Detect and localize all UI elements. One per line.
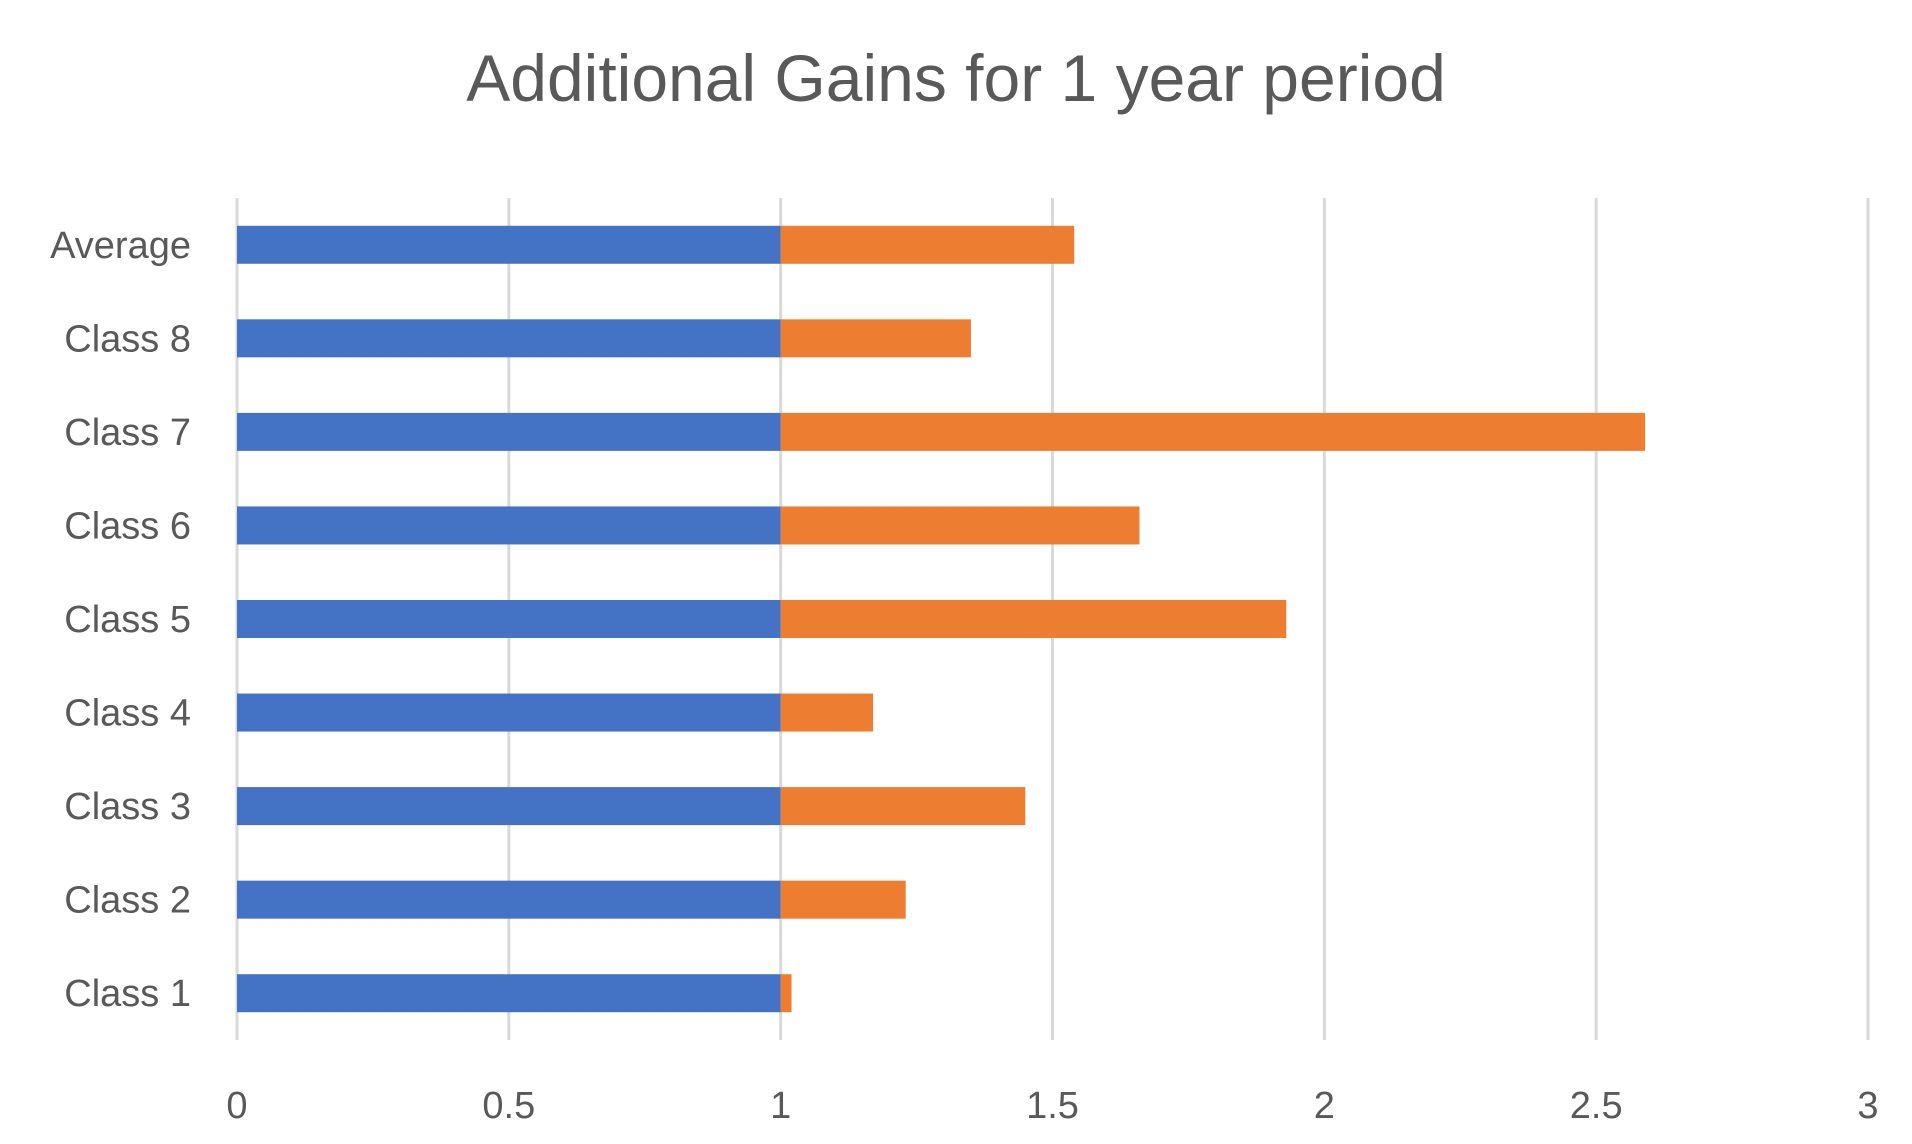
bar-series-2-class-6 [780,506,1140,545]
x-tick-label: 2.5 [1570,1085,1623,1127]
bar-series-2-average [780,225,1075,264]
chart-title: Additional Gains for 1 year period [466,41,1446,115]
bar-series-2-class-3 [780,787,1026,826]
x-tick-label: 2 [1314,1085,1335,1127]
category-label: Class 7 [64,412,191,454]
category-label: Average [50,225,191,267]
bar-series-1-class-3 [237,787,781,826]
x-tick-label: 0.5 [482,1085,535,1127]
category-label: Class 2 [64,880,191,922]
bar-series-1-class-6 [237,506,781,545]
category-label: Class 1 [64,973,191,1015]
bar-series-2-class-5 [780,600,1287,638]
category-label: Class 3 [64,786,191,828]
bar-series-1-class-4 [237,693,781,732]
bar-series-1-class-8 [237,319,781,358]
bar-series-2-class-7 [780,412,1646,451]
bar-series-1-class-7 [237,412,781,451]
x-tick-label: 1 [770,1085,791,1127]
x-tick-label: 1.5 [1026,1085,1079,1127]
category-label: Class 5 [64,599,191,641]
category-label: Class 6 [64,505,191,547]
bar-series-2-class-1 [780,974,792,1013]
bar-series-1-class-5 [237,600,781,638]
bar-series-1-class-2 [237,880,781,919]
category-labels: Class 1 Class 2 Class 3 Class 4 Class 5 Class… [50,225,191,1015]
bar-series-1-class-1 [237,974,781,1013]
bars [237,225,1646,1013]
bar-series-1-average [237,225,781,264]
category-label: Class 4 [64,693,191,735]
x-tick-label: 3 [1857,1085,1878,1127]
bar-series-2-class-8 [780,319,971,358]
x-tick-labels: 0 0.5 1 1.5 2 2.5 3 [226,1085,1878,1127]
x-tick-label: 0 [226,1085,247,1127]
bar-series-2-class-4 [780,693,874,732]
category-label: Class 8 [64,318,191,360]
bar-series-2-class-2 [780,880,906,919]
